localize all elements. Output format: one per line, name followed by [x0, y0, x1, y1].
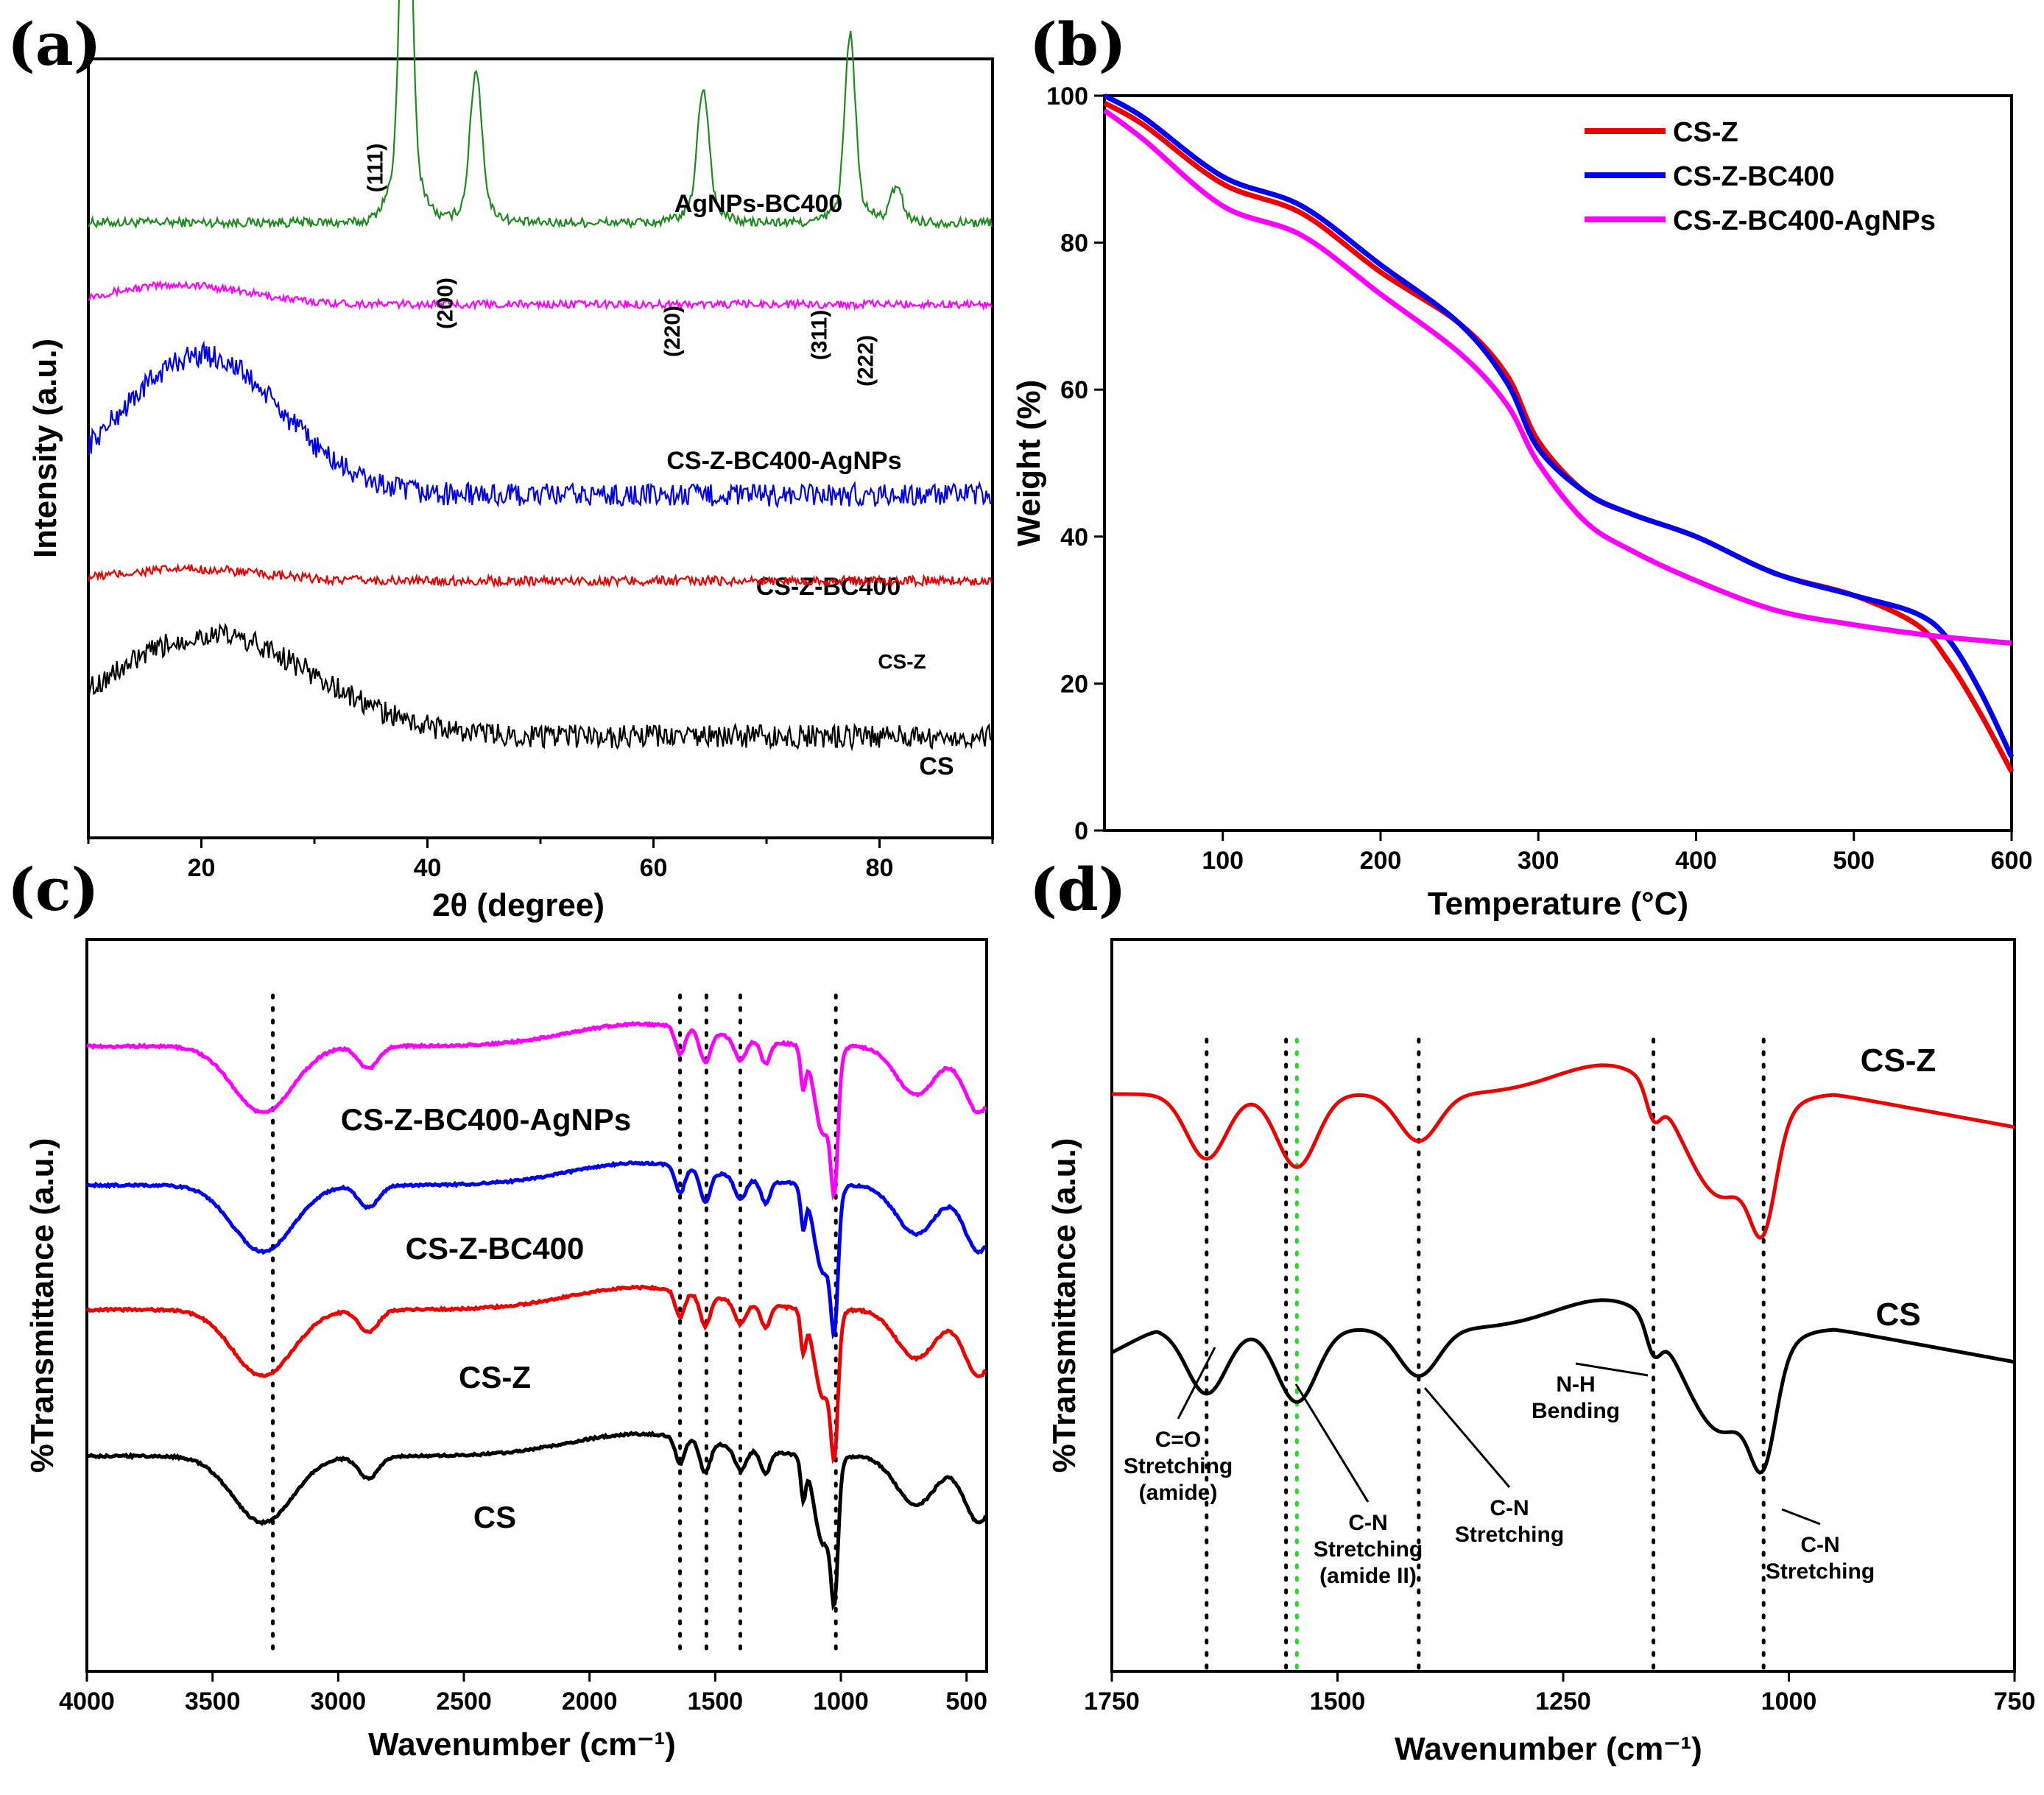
panel-label: (b): [1029, 10, 1127, 79]
x-tick-label: 1500: [1310, 1688, 1366, 1715]
annotation-leader: [1294, 1383, 1370, 1503]
annotation-text: C-N: [1348, 1511, 1387, 1535]
series-label: CS-Z: [459, 1360, 531, 1394]
x-axis-title: Wavenumber (cm⁻¹): [1395, 1731, 1702, 1767]
series-line: [85, 1284, 987, 1464]
series-label: CS-Z-BC400-AgNPs: [341, 1102, 631, 1137]
series-line: [87, 622, 993, 752]
series-label: CS: [473, 1500, 516, 1534]
series-label: CS: [1875, 1297, 1920, 1333]
x-tick-label: 1250: [1535, 1688, 1591, 1715]
x-tick-label: 2500: [436, 1688, 492, 1715]
y-tick-label: 0: [1074, 817, 1088, 845]
x-axis-title: Temperature (°C): [1428, 886, 1688, 922]
x-tick-label: 40: [414, 854, 442, 882]
peak-label: (220): [660, 306, 685, 357]
series-label: CS: [919, 752, 954, 780]
panel-d-ftir-zoom: (d) 1750 1500 1250 1000 750 Wavenumber (cm⁻¹)%…: [1029, 855, 2035, 1767]
legend-label: CS-Z-BC400: [1673, 161, 1835, 192]
x-tick-label: 200: [1360, 847, 1402, 875]
annotation-text: Bending: [1532, 1399, 1620, 1423]
annotation-leader: [1423, 1387, 1511, 1488]
annotation-text: C-N: [1800, 1533, 1839, 1557]
x-tick-label: 1000: [1761, 1688, 1817, 1715]
x-tick-label: 2000: [562, 1688, 618, 1715]
series-line: [1102, 108, 2012, 646]
series-line: [86, 1020, 987, 1201]
x-tick-label: 4000: [59, 1688, 115, 1715]
annotation-text: C-N: [1490, 1496, 1529, 1520]
series-label: CS-Z: [1861, 1043, 1936, 1079]
series-label: CS-Z-BC400: [406, 1231, 585, 1266]
annotation-text: Stretching: [1455, 1523, 1564, 1547]
series-label: CS-Z-BC400-AgNPs: [666, 447, 901, 475]
x-tick-label: 500: [1833, 847, 1875, 875]
x-tick-label: 80: [866, 854, 894, 882]
plot-frame: [1103, 94, 2013, 832]
y-axis-title: Intensity (a.u.): [27, 339, 63, 558]
series-line: [86, 1160, 987, 1340]
series-line: [87, 563, 993, 588]
series-line: [1103, 100, 2015, 773]
legend-label: CS-Z-BC400-AgNPs: [1673, 205, 1936, 236]
series-line: [88, 279, 993, 311]
annotation-text: C=O: [1155, 1428, 1202, 1452]
annotation-leader: [1177, 1347, 1216, 1420]
x-tick-label: 750: [1994, 1688, 2036, 1715]
peak-label: (222): [854, 335, 878, 387]
annotation-text: N-H: [1556, 1372, 1595, 1397]
y-axis-title: Weight (%): [1011, 380, 1047, 547]
peak-label: (200): [434, 278, 458, 329]
y-tick-label: 100: [1046, 82, 1088, 110]
y-tick-label: 60: [1060, 376, 1088, 404]
y-axis-title: %Transmittance (a.u.): [1046, 1138, 1082, 1473]
x-tick-label: 1500: [688, 1688, 744, 1715]
y-tick-label: 80: [1060, 230, 1088, 258]
annotation-text: Stretching: [1766, 1559, 1875, 1584]
panel-label: (d): [1029, 855, 1127, 924]
annotation-text: (amide II): [1319, 1564, 1417, 1588]
series-line: [1112, 1063, 2015, 1240]
x-tick-label: 3500: [185, 1688, 241, 1715]
x-axis-title: 2θ (degree): [432, 887, 605, 923]
x-tick-label: 1000: [813, 1688, 869, 1715]
annotation-text: Stretching: [1314, 1537, 1423, 1562]
series-line: [88, 0, 993, 230]
panel-c-ftir: (c) 4000 3500 3000 2500 2000 1500 1000 500 Wavenu…: [7, 855, 988, 1763]
x-tick-label: 3000: [311, 1688, 367, 1715]
panel-label: (a): [7, 10, 102, 79]
series-label: CS-Z-BC400: [756, 573, 901, 601]
panel-a-xrd: (a) 20 40 60 80 2θ (degree) Intensity (a.u.) Ag…: [7, 0, 994, 923]
x-tick-label: 1750: [1084, 1688, 1140, 1715]
series-label: AgNPs-BC400: [674, 190, 843, 218]
annotation-text: (amide): [1139, 1481, 1218, 1505]
x-tick-label: 500: [945, 1688, 987, 1715]
legend-label: CS-Z: [1673, 117, 1738, 148]
peak-label: (111): [363, 144, 387, 193]
x-tick-label: 60: [640, 854, 668, 882]
x-tick-label: 300: [1518, 847, 1560, 875]
series-line: [85, 1430, 987, 1611]
annotation-text: Stretching: [1124, 1454, 1233, 1478]
y-tick-label: 20: [1060, 670, 1088, 698]
x-axis-title: Wavenumber (cm⁻¹): [368, 1727, 676, 1763]
series-line: [87, 340, 993, 509]
x-tick-label: 100: [1202, 847, 1244, 875]
annotation-leader: [1781, 1508, 1821, 1526]
panel-label: (c): [7, 855, 99, 924]
plot-frame: [85, 938, 988, 1673]
panel-b-tga: (b) 100 200 300 400 500 600 0 20 40 60 80 100 Tempera…: [1011, 10, 2032, 922]
series-line: [1103, 93, 2015, 758]
annotation-leader: [1575, 1362, 1649, 1377]
y-axis-title: %Transmittance (a.u.): [24, 1138, 60, 1473]
series-label: CS-Z: [878, 650, 926, 673]
x-tick-label: 600: [1991, 847, 2033, 875]
x-tick-label: 400: [1675, 847, 1717, 875]
y-tick-label: 40: [1060, 523, 1088, 551]
peak-label: (311): [808, 310, 832, 360]
series-line: [1110, 1298, 2015, 1475]
x-tick-label: 20: [188, 854, 216, 882]
